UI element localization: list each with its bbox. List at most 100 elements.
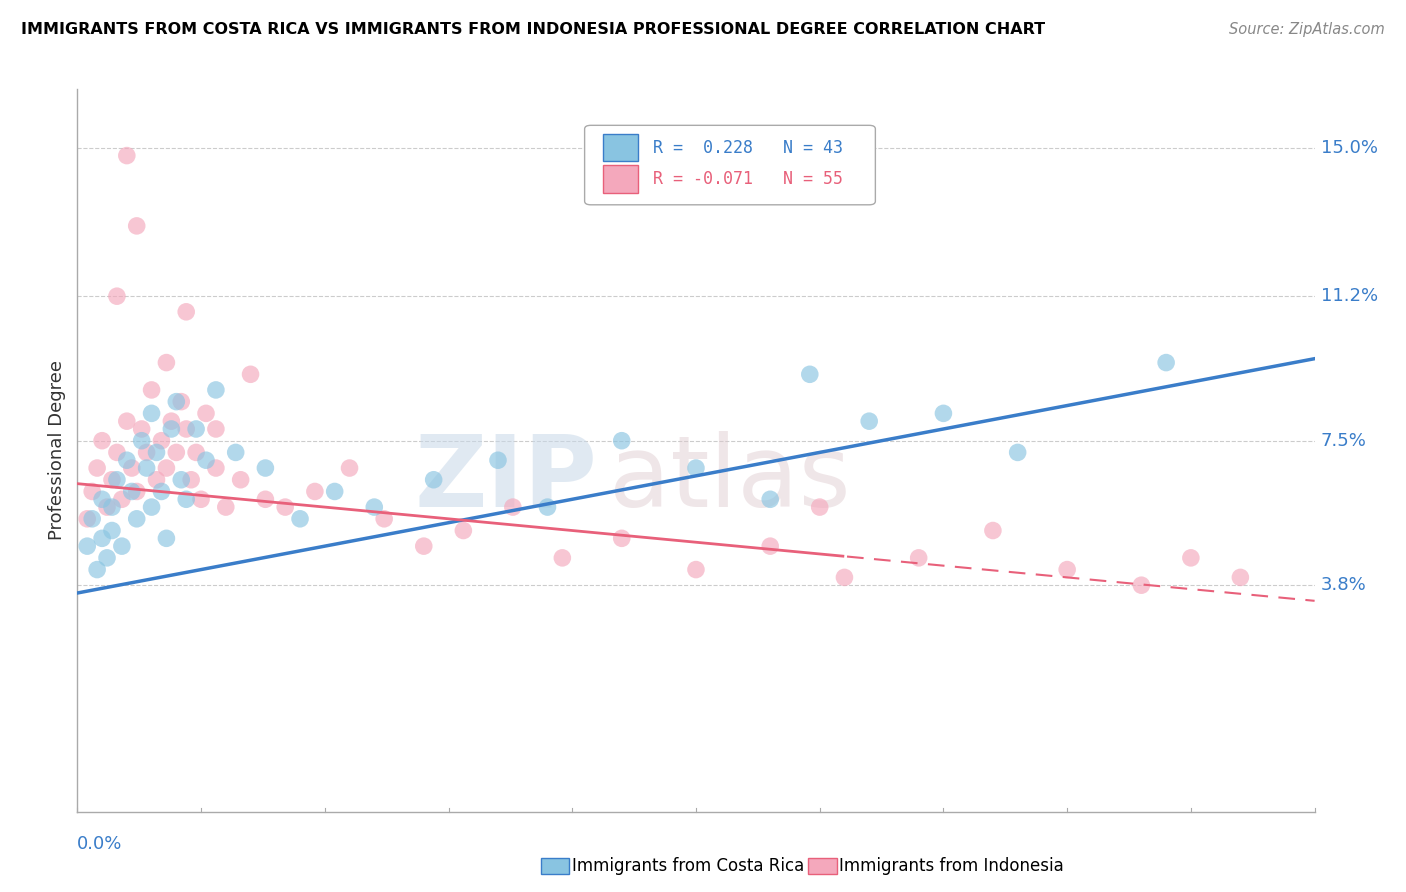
Point [858, 414, 880, 428]
Point [101, 500, 124, 514]
Point [195, 453, 218, 467]
Point [205, 422, 228, 436]
Y-axis label: Professional Degree: Professional Degree [48, 360, 66, 541]
Point [190, 492, 212, 507]
Point [91, 492, 114, 507]
Point [363, 500, 385, 514]
Point [160, 414, 183, 428]
Point [121, 461, 143, 475]
Point [339, 461, 361, 475]
Point [205, 383, 228, 397]
Point [131, 422, 153, 436]
Point [125, 484, 148, 499]
Point [101, 524, 124, 538]
Text: IMMIGRANTS FROM COSTA RICA VS IMMIGRANTS FROM INDONESIA PROFESSIONAL DEGREE CORR: IMMIGRANTS FROM COSTA RICA VS IMMIGRANTS… [21, 22, 1045, 37]
Point [239, 368, 262, 382]
Point [254, 461, 277, 475]
Point [76, 512, 98, 526]
Point [82, 512, 104, 526]
Point [486, 453, 509, 467]
Point [453, 524, 475, 538]
Point [759, 539, 782, 553]
Text: ZIP: ZIP [415, 431, 598, 528]
Point [145, 473, 167, 487]
Point [111, 539, 134, 553]
Point [174, 422, 197, 436]
Point [135, 445, 157, 459]
Point [610, 532, 633, 546]
Point [115, 453, 138, 467]
Point [105, 289, 128, 303]
Text: 0.0%: 0.0% [77, 835, 122, 853]
Text: R =  0.228   N = 43: R = 0.228 N = 43 [652, 139, 842, 157]
Point [135, 461, 157, 475]
Text: atlas: atlas [609, 431, 851, 528]
Point [86, 563, 108, 577]
Text: R = -0.071   N = 55: R = -0.071 N = 55 [652, 169, 842, 188]
Text: 15.0%: 15.0% [1320, 139, 1378, 157]
Point [759, 492, 782, 507]
Text: 7.5%: 7.5% [1320, 432, 1367, 450]
Point [215, 500, 238, 514]
Point [229, 473, 252, 487]
Point [685, 461, 707, 475]
Point [373, 512, 395, 526]
Point [155, 532, 177, 546]
Point [304, 484, 326, 499]
Point [150, 484, 173, 499]
Point [412, 539, 434, 553]
Point [165, 394, 187, 409]
Point [551, 550, 574, 565]
Point [288, 512, 311, 526]
Point [115, 414, 138, 428]
Point [195, 406, 218, 420]
Point [165, 445, 187, 459]
Point [76, 539, 98, 553]
Point [170, 394, 193, 409]
Point [160, 422, 183, 436]
Point [141, 383, 163, 397]
Point [101, 473, 124, 487]
Point [141, 500, 163, 514]
Point [86, 461, 108, 475]
Point [907, 550, 929, 565]
Point [125, 512, 148, 526]
Point [932, 406, 955, 420]
Point [1130, 578, 1153, 592]
Point [115, 148, 138, 162]
Point [1056, 563, 1078, 577]
FancyBboxPatch shape [585, 126, 876, 205]
Point [799, 368, 821, 382]
Point [610, 434, 633, 448]
Point [225, 445, 247, 459]
Point [323, 484, 346, 499]
Point [1007, 445, 1029, 459]
Point [91, 434, 114, 448]
Point [174, 492, 197, 507]
Point [274, 500, 297, 514]
Text: Immigrants from Indonesia: Immigrants from Indonesia [839, 857, 1064, 875]
Point [105, 445, 128, 459]
Point [155, 355, 177, 369]
Point [150, 434, 173, 448]
Point [422, 473, 444, 487]
Point [1180, 550, 1202, 565]
Point [1154, 355, 1177, 369]
Point [1229, 570, 1251, 584]
Point [808, 500, 831, 514]
Point [141, 406, 163, 420]
Point [180, 473, 202, 487]
Point [536, 500, 558, 514]
Point [170, 473, 193, 487]
Point [205, 461, 228, 475]
Point [91, 532, 114, 546]
Point [105, 473, 128, 487]
Point [131, 434, 153, 448]
Point [981, 524, 1004, 538]
Point [174, 305, 197, 319]
Point [834, 570, 856, 584]
Point [82, 484, 104, 499]
Text: 11.2%: 11.2% [1320, 287, 1378, 305]
Point [502, 500, 524, 514]
Point [155, 461, 177, 475]
